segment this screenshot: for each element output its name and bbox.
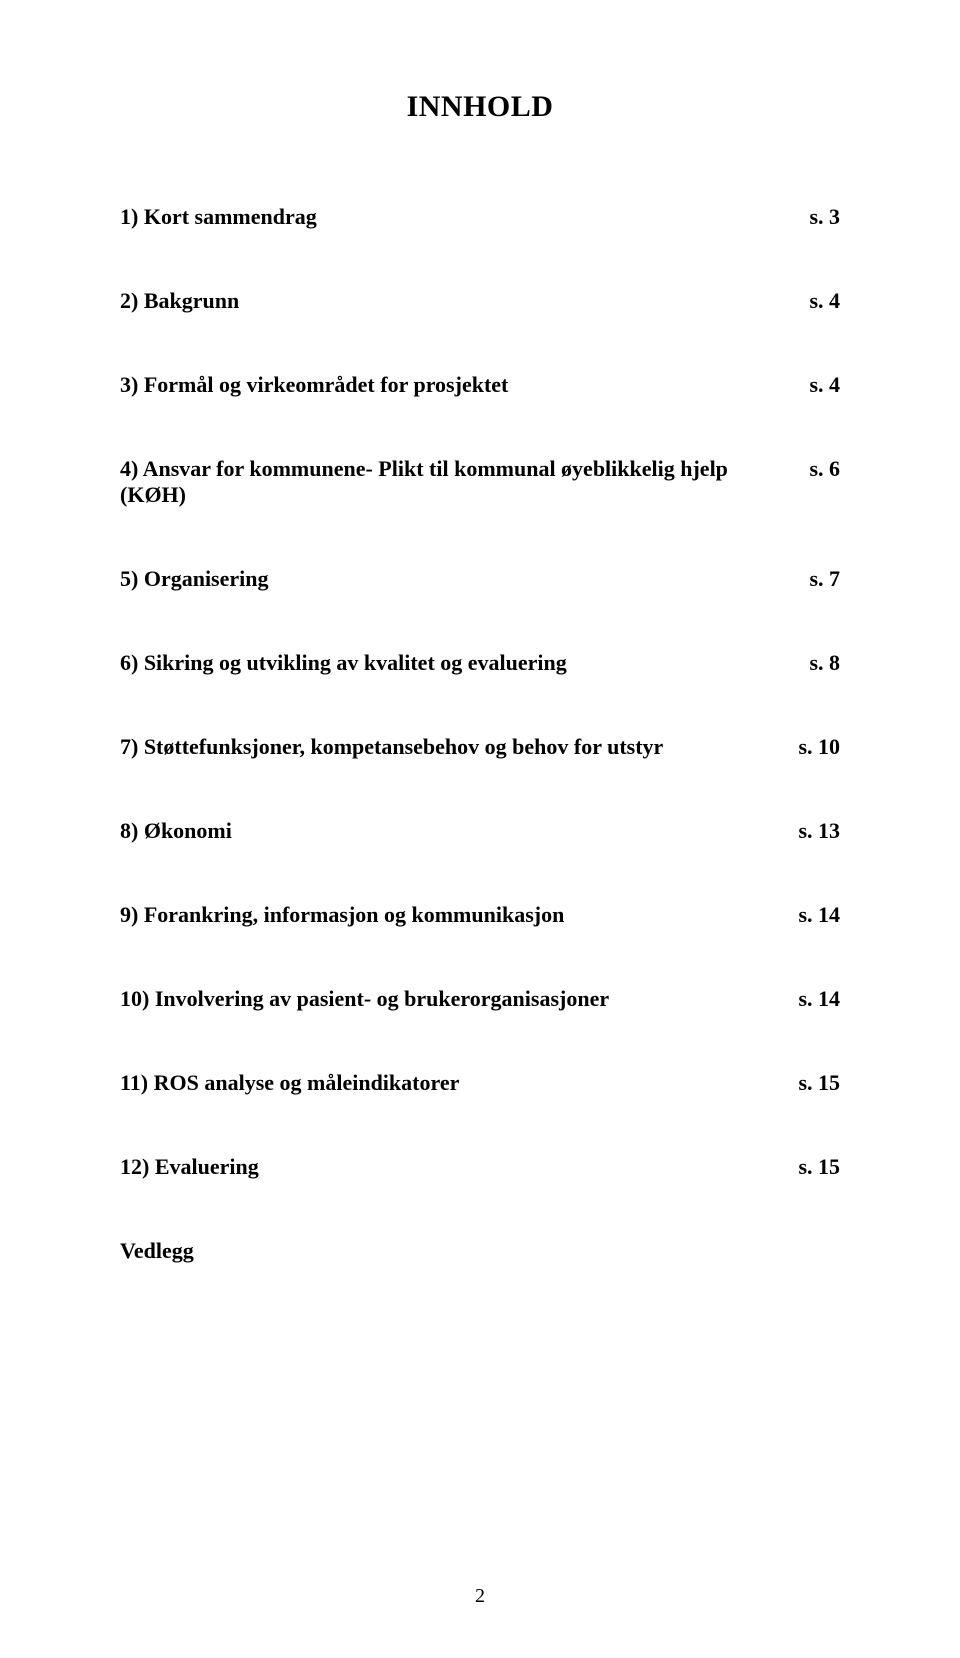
toc-page: s. 4 xyxy=(809,372,840,398)
toc-label: 10) Involvering av pasient- og brukerorg… xyxy=(120,986,798,1012)
toc-entry: 4) Ansvar for kommunene- Plikt til kommu… xyxy=(120,456,840,508)
document-page: INNHOLD 1) Kort sammendrag s. 3 2) Bakgr… xyxy=(0,0,960,1658)
toc-appendix: Vedlegg xyxy=(120,1238,840,1264)
toc-entry: 3) Formål og virkeområdet for prosjektet… xyxy=(120,372,840,398)
toc-label: 11) ROS analyse og måleindikatorer xyxy=(120,1070,798,1096)
toc-label: 6) Sikring og utvikling av kvalitet og e… xyxy=(120,650,809,676)
toc-page: s. 15 xyxy=(798,1154,840,1180)
toc-entry: 9) Forankring, informasjon og kommunikas… xyxy=(120,902,840,928)
toc-page: s. 7 xyxy=(809,566,840,592)
toc-page: s. 4 xyxy=(809,288,840,314)
toc-entry: 1) Kort sammendrag s. 3 xyxy=(120,204,840,230)
toc-label: 5) Organisering xyxy=(120,566,809,592)
toc-label: 9) Forankring, informasjon og kommunikas… xyxy=(120,902,798,928)
toc-label: 7) Støttefunksjoner, kompetansebehov og … xyxy=(120,734,798,760)
page-title: INNHOLD xyxy=(120,90,840,124)
toc-label: 2) Bakgrunn xyxy=(120,288,809,314)
toc-entry: 5) Organisering s. 7 xyxy=(120,566,840,592)
toc-page: s. 14 xyxy=(798,986,840,1012)
toc-entry: 11) ROS analyse og måleindikatorer s. 15 xyxy=(120,1070,840,1096)
toc-label: 1) Kort sammendrag xyxy=(120,204,809,230)
toc-page: s. 14 xyxy=(798,902,840,928)
toc-page: s. 8 xyxy=(809,650,840,676)
toc-page: s. 3 xyxy=(809,204,840,230)
toc-label: Vedlegg xyxy=(120,1238,218,1264)
toc-entry: 6) Sikring og utvikling av kvalitet og e… xyxy=(120,650,840,676)
page-number: 2 xyxy=(0,1585,960,1608)
toc-page: s. 6 xyxy=(809,456,840,482)
toc-page: s. 10 xyxy=(798,734,840,760)
toc-entry: 2) Bakgrunn s. 4 xyxy=(120,288,840,314)
toc-page: s. 13 xyxy=(798,818,840,844)
toc-page: s. 15 xyxy=(798,1070,840,1096)
toc-label: 12) Evaluering xyxy=(120,1154,798,1180)
toc-entry: 7) Støttefunksjoner, kompetansebehov og … xyxy=(120,734,840,760)
toc-entry: 8) Økonomi s. 13 xyxy=(120,818,840,844)
toc-label: 4) Ansvar for kommunene- Plikt til kommu… xyxy=(120,456,809,508)
toc-label: 3) Formål og virkeområdet for prosjektet xyxy=(120,372,809,398)
toc-entry: 10) Involvering av pasient- og brukerorg… xyxy=(120,986,840,1012)
toc-entry: 12) Evaluering s. 15 xyxy=(120,1154,840,1180)
toc-label: 8) Økonomi xyxy=(120,818,798,844)
